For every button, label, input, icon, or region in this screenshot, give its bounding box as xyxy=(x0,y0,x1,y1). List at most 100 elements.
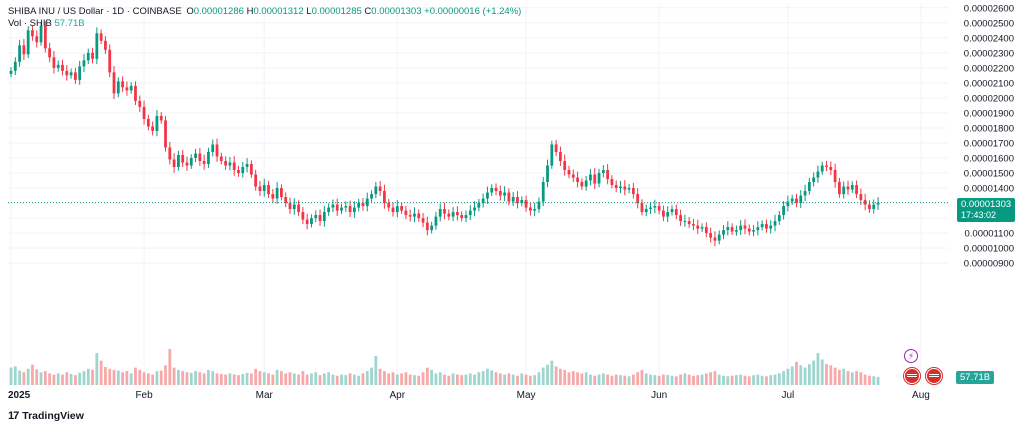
volume-bar xyxy=(486,368,489,385)
volume-bar xyxy=(164,365,167,385)
volume-bar xyxy=(567,372,571,385)
volume-bar xyxy=(524,374,528,385)
candle-body xyxy=(631,188,635,195)
candle-body xyxy=(112,72,116,94)
brand-name: TradingView xyxy=(22,410,84,422)
volume-bar xyxy=(657,375,661,385)
us-flag-icon[interactable] xyxy=(926,368,942,384)
candle-body xyxy=(528,207,532,211)
candle-body xyxy=(477,203,481,208)
volume-bar xyxy=(507,373,511,385)
volume-bar xyxy=(739,374,743,385)
tradingview-logo-icon: 17 xyxy=(8,410,19,422)
volume-bar xyxy=(82,371,86,385)
volume-bar xyxy=(421,372,425,385)
candle-body xyxy=(177,154,180,168)
volume-bar xyxy=(35,369,39,385)
candle-body xyxy=(155,115,159,131)
high-label: H xyxy=(246,6,254,17)
candle-body xyxy=(292,204,296,210)
volume-bar xyxy=(314,372,318,385)
candle-body xyxy=(31,30,34,37)
candle-body xyxy=(700,227,704,229)
candle-body xyxy=(322,212,326,222)
y-tick-label: 0.00002000 xyxy=(964,93,1014,104)
volume-bar xyxy=(816,353,820,385)
candle-body xyxy=(146,118,150,127)
volume-bar xyxy=(69,373,73,385)
volume-bar xyxy=(258,371,262,385)
volume-bar xyxy=(189,372,193,385)
volume-bar xyxy=(198,372,202,385)
volume-bar xyxy=(666,375,670,385)
volume-bar xyxy=(228,373,232,385)
candle-body xyxy=(249,164,253,175)
volume-bar xyxy=(468,373,472,385)
volume-bar xyxy=(267,373,270,385)
volume-bar xyxy=(344,375,348,385)
volume-bar xyxy=(559,368,562,385)
volume-bar xyxy=(297,374,300,385)
tradingview-brand[interactable]: 17 TradingView xyxy=(8,410,84,422)
volume-bar xyxy=(756,374,760,385)
volume-bar xyxy=(580,373,584,385)
y-tick-label: 0.00001500 xyxy=(964,169,1014,180)
candle-body xyxy=(421,218,425,223)
volume-bar xyxy=(825,364,828,385)
candle-body xyxy=(245,164,249,168)
candle-body xyxy=(576,177,579,183)
candle-body xyxy=(434,216,438,226)
candle-body xyxy=(606,170,610,180)
candle-body xyxy=(365,198,369,207)
y-tick-label: 0.00002100 xyxy=(964,78,1014,89)
candle-body xyxy=(662,210,665,217)
volume-bar xyxy=(245,372,249,385)
candle-body xyxy=(593,174,597,184)
volume-bar xyxy=(606,374,610,385)
candle-body xyxy=(374,186,378,195)
volume-bar xyxy=(262,372,266,385)
candle-body xyxy=(679,215,682,222)
volume-bar xyxy=(670,375,674,385)
candle-body xyxy=(511,197,515,202)
volume-bar xyxy=(855,371,858,385)
candle-body xyxy=(404,210,408,216)
volume-bar xyxy=(116,370,120,385)
volume-bar xyxy=(627,376,631,385)
volume-bar xyxy=(610,375,614,385)
y-tick-label: 0.00002400 xyxy=(964,33,1014,44)
candle-body xyxy=(241,167,245,174)
y-tick-label: 0.00001400 xyxy=(964,184,1014,195)
candle-body xyxy=(559,151,562,161)
candle-body xyxy=(288,203,292,210)
volume-bar xyxy=(322,373,326,385)
us-flag-icon[interactable] xyxy=(904,368,920,384)
low-value: 0.00001285 xyxy=(311,6,362,17)
candle-body xyxy=(460,215,464,219)
volume-bar xyxy=(146,373,150,385)
candle-body xyxy=(601,170,605,174)
volume-bar xyxy=(554,366,558,385)
candle-body xyxy=(657,206,661,211)
volume-bar xyxy=(18,370,21,385)
y-tick-label: 0.00001600 xyxy=(964,153,1014,164)
candle-body xyxy=(232,162,236,171)
volume-bar xyxy=(408,374,412,385)
volume-bar xyxy=(357,375,361,385)
volume-bar xyxy=(490,370,494,385)
volume-bar xyxy=(99,360,103,385)
candle-body xyxy=(451,212,455,217)
candle-body xyxy=(704,227,708,234)
lightning-icon[interactable]: ⚡ xyxy=(904,349,918,363)
volume-bar xyxy=(649,374,652,385)
volume-bar xyxy=(460,375,464,385)
candle-body xyxy=(82,60,86,67)
candle-body xyxy=(267,185,270,195)
volume-bar xyxy=(700,374,704,385)
candle-body xyxy=(151,126,155,131)
candle-body xyxy=(425,222,429,231)
candle-body xyxy=(756,227,760,231)
volume-bar xyxy=(305,374,309,385)
candle-body xyxy=(820,165,824,172)
